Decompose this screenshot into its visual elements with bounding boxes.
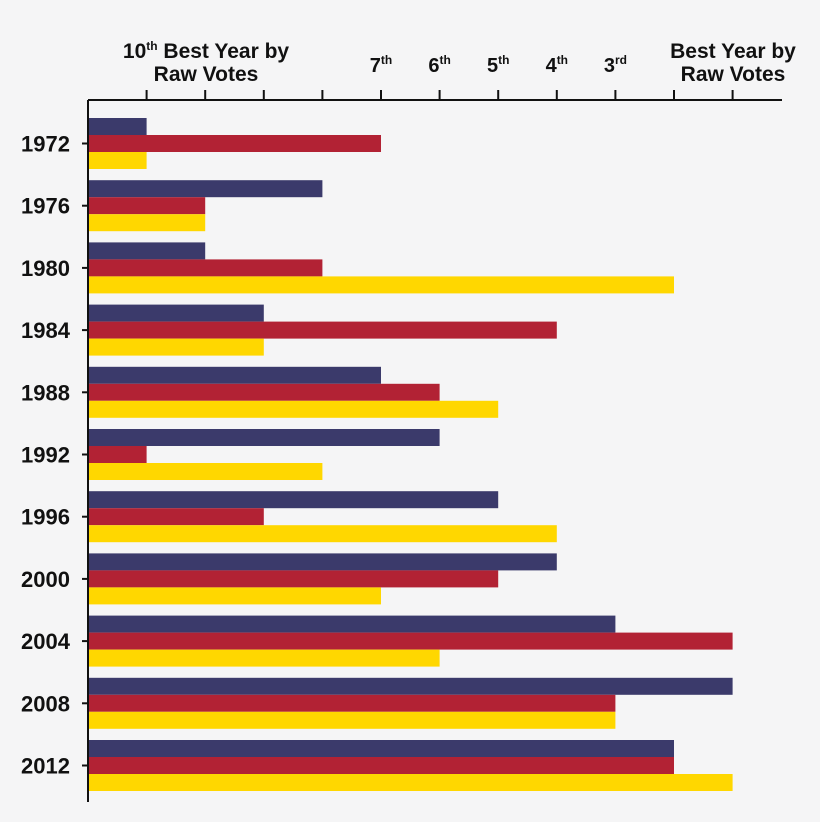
bar-2004-series-2 — [88, 632, 733, 650]
bar-1988-series-1 — [88, 366, 381, 384]
x-tick-label-6th: 6th — [428, 53, 450, 77]
bar-1976-series-3 — [88, 214, 206, 232]
bar-2012-series-1 — [88, 740, 674, 757]
category-label-1976: 1976 — [21, 194, 70, 219]
bar-1980-series-3 — [88, 276, 674, 294]
x-tick-label-3rd: 3rd — [604, 53, 627, 77]
category-label-1988: 1988 — [21, 380, 70, 405]
bar-2000-series-1 — [88, 553, 557, 571]
bar-1992-series-2 — [88, 446, 147, 463]
bar-1980-series-2 — [88, 259, 323, 277]
bar-1996-series-3 — [88, 525, 557, 543]
category-label-1984: 1984 — [21, 318, 71, 343]
bar-2008-series-1 — [88, 677, 733, 695]
category-label-2012: 2012 — [21, 754, 70, 779]
x-tick-label-4th: 4th — [546, 53, 568, 77]
bar-1976-series-1 — [88, 180, 323, 198]
bar-2012-series-2 — [88, 757, 674, 774]
category-label-1992: 1992 — [21, 443, 70, 468]
category-label-1980: 1980 — [21, 256, 70, 281]
bar-2000-series-3 — [88, 587, 381, 605]
bar-1988-series-3 — [88, 400, 499, 418]
bar-1984-series-2 — [88, 321, 557, 339]
bar-1996-series-2 — [88, 508, 264, 526]
bar-1972-series-2 — [88, 135, 381, 152]
left-heading-line-1: 10th Best Year by — [123, 39, 290, 63]
bar-1992-series-3 — [88, 463, 323, 480]
left-heading-line-2: Raw Votes — [154, 63, 259, 86]
bar-1984-series-1 — [88, 304, 264, 322]
bar-1992-series-1 — [88, 429, 440, 446]
bar-2008-series-3 — [88, 711, 616, 729]
bar-1988-series-2 — [88, 383, 440, 401]
bar-2000-series-2 — [88, 570, 499, 588]
bar-2008-series-2 — [88, 694, 616, 712]
category-label-2004: 2004 — [21, 629, 71, 654]
category-label-2000: 2000 — [21, 567, 70, 592]
right-heading-line-2: Raw Votes — [681, 63, 786, 86]
bar-1972-series-3 — [88, 152, 147, 169]
bar-1980-series-1 — [88, 242, 206, 260]
category-label-1996: 1996 — [21, 505, 70, 530]
x-tick-label-7th: 7th — [370, 53, 392, 77]
x-tick-label-5th: 5th — [487, 53, 509, 77]
bar-2004-series-1 — [88, 615, 616, 633]
bar-2012-series-3 — [88, 774, 733, 791]
right-heading-line-1: Best Year by — [670, 40, 796, 63]
bar-1976-series-2 — [88, 197, 206, 215]
category-label-1972: 1972 — [21, 132, 70, 157]
category-label-2008: 2008 — [21, 691, 70, 716]
bar-1984-series-3 — [88, 338, 264, 356]
bar-1996-series-1 — [88, 491, 499, 509]
bar-2004-series-3 — [88, 649, 440, 667]
bar-1972-series-1 — [88, 118, 147, 135]
